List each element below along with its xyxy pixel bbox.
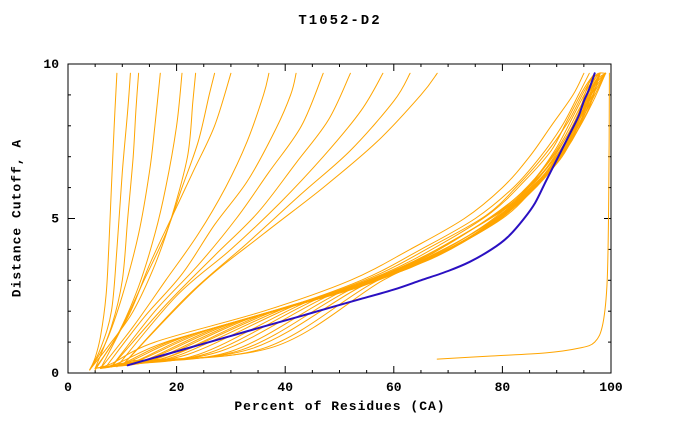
model-curve <box>89 72 131 371</box>
model-curve <box>121 72 607 365</box>
model-curve <box>121 72 411 366</box>
x-tick-label: 60 <box>386 380 402 395</box>
model-curve <box>89 72 197 371</box>
model-curve <box>121 72 601 365</box>
model-curve <box>100 72 601 368</box>
model-curve <box>138 72 607 362</box>
y-tick-label: 10 <box>43 57 59 72</box>
x-axis-label: Percent of Residues (CA) <box>234 399 446 414</box>
model-curve <box>116 72 607 366</box>
model-curve <box>116 72 601 366</box>
model-curve <box>116 72 384 368</box>
x-tick-label: 40 <box>277 380 293 395</box>
model-curve <box>121 72 438 366</box>
model-curve <box>89 72 118 371</box>
model-curve <box>100 72 596 369</box>
model-curve <box>105 72 601 368</box>
model-curve <box>94 72 140 369</box>
model-curve <box>105 72 297 368</box>
model-curve <box>132 72 607 363</box>
x-tick-label: 100 <box>599 380 623 395</box>
chart-title: T1052-D2 <box>298 13 382 29</box>
model-curve <box>121 72 607 365</box>
model-curve <box>100 72 270 369</box>
x-tick-label: 20 <box>169 380 185 395</box>
y-tick-label: 5 <box>51 212 59 227</box>
y-tick-label: 0 <box>51 366 59 381</box>
model-curve <box>94 72 585 369</box>
model-curve <box>89 72 161 371</box>
model-curve <box>94 72 590 369</box>
model-curve <box>100 72 596 369</box>
model-curve <box>100 72 216 369</box>
model-curve <box>110 72 324 368</box>
x-tick-label: 80 <box>495 380 511 395</box>
model-curve <box>127 72 601 363</box>
model-curve <box>116 72 607 365</box>
x-tick-label: 0 <box>64 380 72 395</box>
model-curve <box>94 72 232 371</box>
model-curve <box>105 72 601 368</box>
highlighted-model-curve <box>126 72 596 367</box>
model-curve <box>436 72 610 360</box>
model-curve <box>127 72 601 363</box>
model-curve <box>110 72 351 368</box>
